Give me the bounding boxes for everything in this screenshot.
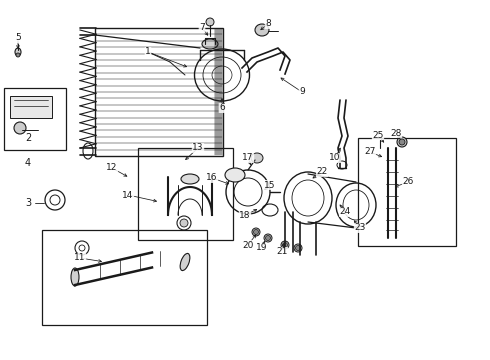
Text: 23: 23 xyxy=(354,224,366,233)
Text: 17: 17 xyxy=(242,153,254,162)
Bar xyxy=(358,138,456,246)
Text: 1: 1 xyxy=(145,48,151,57)
Text: 2: 2 xyxy=(25,133,31,143)
Text: 9: 9 xyxy=(299,87,305,96)
Text: 3: 3 xyxy=(25,198,31,208)
Bar xyxy=(10,96,52,118)
Text: 20: 20 xyxy=(243,240,254,249)
Text: 27: 27 xyxy=(364,148,376,157)
Ellipse shape xyxy=(202,39,218,49)
Text: 6: 6 xyxy=(219,104,225,112)
Text: 28: 28 xyxy=(391,129,402,138)
Circle shape xyxy=(14,122,26,134)
Circle shape xyxy=(295,246,300,251)
Text: 18: 18 xyxy=(239,211,251,220)
Ellipse shape xyxy=(206,18,214,26)
Text: 22: 22 xyxy=(317,167,328,176)
Circle shape xyxy=(253,230,259,234)
Ellipse shape xyxy=(252,228,260,236)
Text: 4: 4 xyxy=(25,158,31,168)
Circle shape xyxy=(180,219,188,227)
Circle shape xyxy=(266,235,270,240)
Text: 15: 15 xyxy=(264,180,276,189)
Ellipse shape xyxy=(397,137,407,147)
Text: 5: 5 xyxy=(15,33,21,42)
Ellipse shape xyxy=(264,234,272,242)
Ellipse shape xyxy=(180,253,190,271)
Ellipse shape xyxy=(71,268,79,286)
Ellipse shape xyxy=(294,244,302,252)
Ellipse shape xyxy=(281,241,289,249)
Text: 11: 11 xyxy=(74,253,86,262)
Text: 24: 24 xyxy=(340,207,351,216)
Text: 21: 21 xyxy=(276,248,288,256)
Bar xyxy=(138,148,233,240)
Text: 25: 25 xyxy=(372,130,384,139)
Text: 14: 14 xyxy=(122,190,134,199)
Text: 8: 8 xyxy=(265,19,271,28)
Ellipse shape xyxy=(255,24,269,36)
Circle shape xyxy=(399,139,405,145)
Bar xyxy=(4,88,66,150)
Ellipse shape xyxy=(181,174,199,184)
Text: 12: 12 xyxy=(106,163,118,172)
Ellipse shape xyxy=(15,48,21,56)
Ellipse shape xyxy=(225,168,245,182)
Bar xyxy=(42,230,207,325)
Text: 7: 7 xyxy=(199,23,205,32)
Text: 13: 13 xyxy=(192,144,204,153)
Text: 26: 26 xyxy=(402,177,414,186)
Circle shape xyxy=(16,53,20,57)
Bar xyxy=(95,28,223,156)
Circle shape xyxy=(283,243,288,248)
Text: 16: 16 xyxy=(206,174,218,183)
Text: 19: 19 xyxy=(256,243,268,252)
Text: 10: 10 xyxy=(329,153,341,162)
Ellipse shape xyxy=(251,153,263,163)
